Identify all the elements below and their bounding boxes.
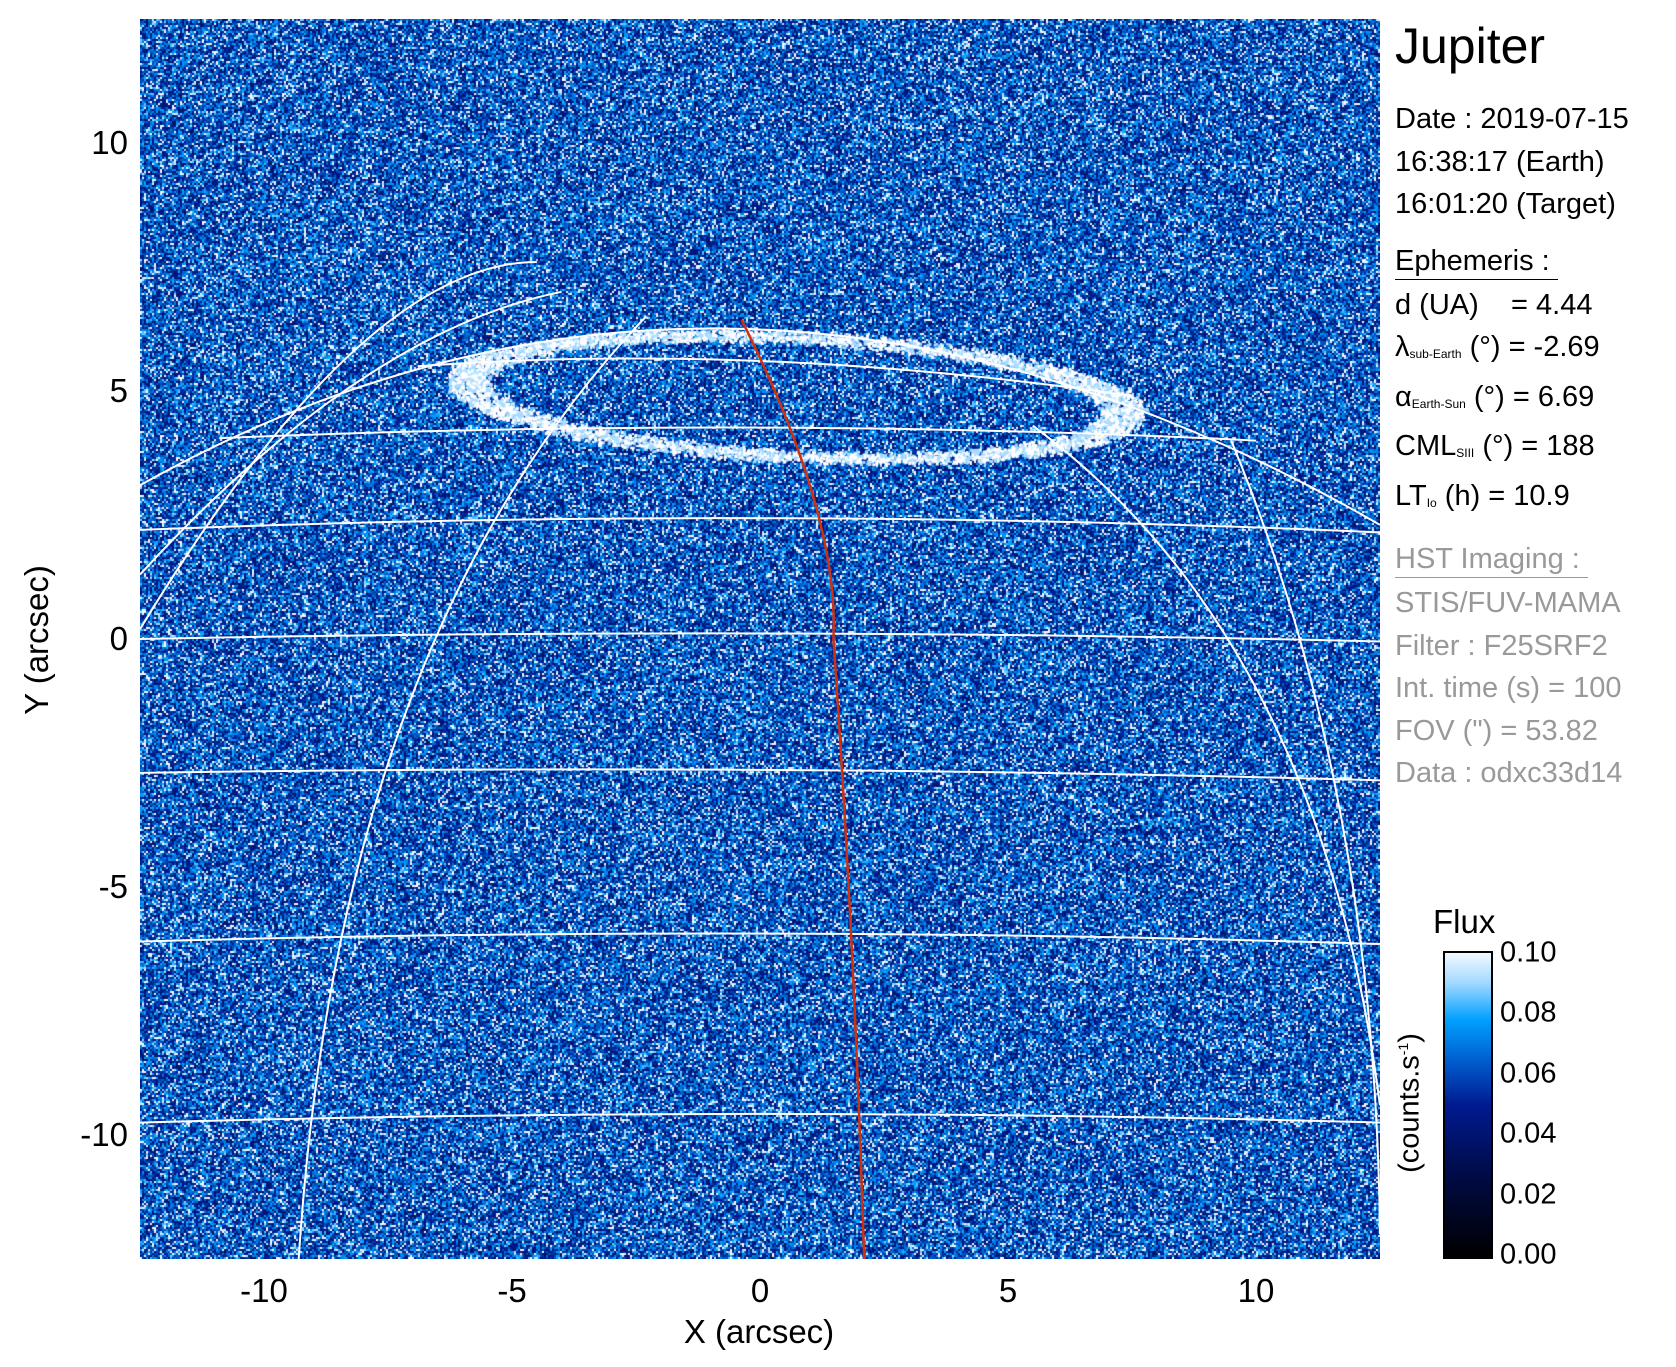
latitude-line — [219, 426, 1257, 442]
date: Date : 2019-07-15 — [1395, 103, 1629, 135]
flux-image — [140, 19, 1380, 1259]
colorbar-unit: (counts.s-1) — [1393, 1033, 1426, 1173]
latitude-line — [417, 357, 1133, 397]
x-axis-label: X (arcsec) — [683, 1313, 835, 1350]
lambda-row: λsub-Earth (°) = -2.69 — [1395, 331, 1600, 363]
planet-title: Jupiter — [1395, 18, 1546, 74]
colorbar-tick-label: 0.04 — [1500, 1117, 1557, 1150]
fov: FOV (") = 53.82 — [1395, 714, 1598, 747]
latitude-line — [140, 932, 1380, 946]
data-id: Data : odxc33d14 — [1395, 757, 1623, 789]
latitude-line — [140, 517, 1380, 534]
latitude-line — [140, 632, 1380, 643]
colorbar-tick-label: 0.00 — [1500, 1238, 1557, 1271]
latitude-line — [140, 1112, 1380, 1124]
cml-row: CMLSIII (°) = 188 — [1395, 430, 1595, 462]
y-tick-label: 10 — [91, 124, 128, 161]
y-tick-label: -10 — [80, 1116, 128, 1153]
distance-row: d (UA) = 4.44 — [1395, 288, 1593, 321]
x-tick-label: -5 — [497, 1272, 527, 1309]
y-axis-label: Y (arcsec) — [18, 565, 55, 715]
colorbar-tick-label: 0.02 — [1500, 1178, 1557, 1211]
colorbar — [1443, 951, 1493, 1259]
time-earth: 16:38:17 (Earth) — [1395, 145, 1605, 178]
y-tick-label: -5 — [98, 868, 128, 905]
y-tick-label: 5 — [109, 372, 128, 409]
colorbar-tick-label: 0.08 — [1500, 996, 1557, 1029]
x-tick-label: 5 — [998, 1272, 1018, 1309]
meridian-line — [1032, 424, 1380, 1106]
colorbar-title: Flux — [1433, 903, 1496, 940]
instrument: STIS/FUV-MAMA — [1395, 587, 1621, 619]
colorbar-tick-label: 0.10 — [1500, 936, 1557, 969]
colorbar-tick-label: 0.06 — [1500, 1057, 1557, 1090]
central-meridian-line — [740, 319, 866, 1259]
y-tick-label: 0 — [109, 620, 128, 657]
integration-time: Int. time (s) = 100 — [1395, 672, 1622, 704]
latitude-line — [140, 290, 562, 576]
limb-line — [140, 327, 1380, 526]
meridian-line — [1230, 440, 1380, 1235]
image-plot — [140, 19, 1380, 1259]
filter: Filter : F25SRF2 — [1395, 629, 1608, 662]
latitude-line — [140, 768, 1380, 782]
time-target: 16:01:20 (Target) — [1395, 188, 1616, 220]
hst-header: HST Imaging : — [1395, 541, 1588, 578]
x-tick-label: -10 — [240, 1272, 288, 1309]
alpha-row: αEarth-Sun (°) = 6.69 — [1395, 380, 1595, 413]
meridian-line — [140, 261, 537, 630]
x-tick-label: 10 — [1237, 1272, 1275, 1309]
lt-row: LTIo (h) = 10.9 — [1395, 479, 1570, 512]
x-tick-label: 0 — [750, 1272, 770, 1309]
grid-overlay — [140, 261, 1380, 1259]
ephemeris-header: Ephemeris : — [1395, 243, 1558, 280]
info-panel: Jupiter Date : 2019-07-15 16:38:17 (Eart… — [1395, 16, 1629, 795]
meridian-line — [297, 315, 647, 1259]
